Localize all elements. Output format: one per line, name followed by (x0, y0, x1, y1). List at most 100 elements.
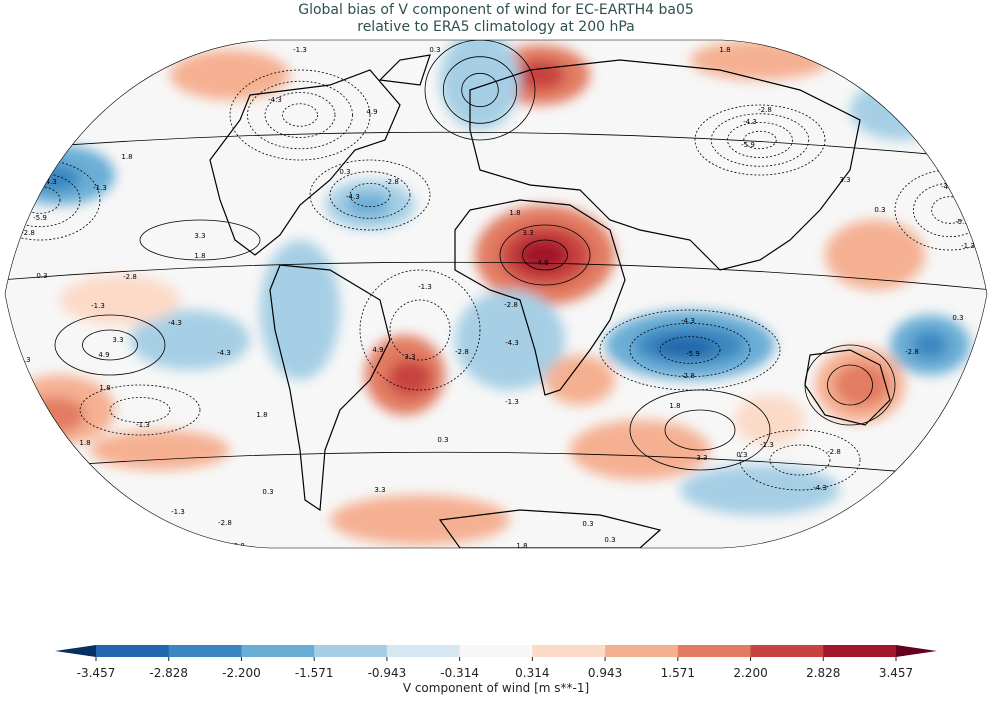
contour-line (659, 336, 721, 364)
bias-patch (850, 80, 950, 140)
contour-line (264, 92, 336, 138)
contour-line (424, 40, 536, 141)
contour-line (359, 269, 481, 391)
contour-labels: -1.3 0.3 1.8-4.34.9 -2.8-4.3-5.91.8-4.3-1.3… (13, 46, 975, 550)
contour-label: -5.9 (955, 218, 969, 226)
bias-patch (680, 465, 840, 515)
bias-patch (825, 220, 925, 290)
colorbar-bin (168, 645, 242, 657)
contour-label: -2.8 (827, 448, 841, 456)
bias-patch (912, 331, 948, 359)
colorbar-tick-label: -2.828 (149, 666, 188, 680)
contour-line (389, 299, 451, 361)
contour-label: -2.8 (123, 273, 137, 281)
contour-label: 1.8 (719, 46, 730, 54)
bias-patch (570, 420, 710, 480)
bias-patch (130, 310, 250, 370)
contour-line (629, 322, 751, 378)
contour-label: -1.3 (13, 374, 27, 382)
bias-patch (440, 40, 520, 130)
contour-label: 1.8 (194, 252, 205, 260)
contour-label: -1.3 (136, 421, 150, 429)
title-line-1: Global bias of V component of wind for E… (298, 2, 694, 18)
contour-label: 0.3 (19, 356, 30, 364)
contour-label: -1.3 (93, 184, 107, 192)
contour-line (79, 384, 201, 436)
contour-label: -5.9 (33, 214, 47, 222)
colorbar-bin (605, 645, 679, 657)
contour-label: 0.3 (582, 520, 593, 528)
contour-label: 3.3 (112, 336, 123, 344)
contour-label: 0.3 (262, 488, 273, 496)
contour-line (442, 56, 518, 124)
contour-label: 3.3 (194, 232, 205, 240)
contour-label: -4.3 (505, 339, 519, 347)
colorbar-tick-label: -2.200 (222, 666, 261, 680)
contour-label: 0.3 (339, 168, 350, 176)
colorbar-bin (241, 645, 315, 657)
contour-label: -2.8 (231, 542, 245, 550)
coastline (804, 349, 891, 426)
contour-label: -1.3 (418, 283, 432, 291)
contour-label: 1.8 (121, 153, 132, 161)
contour-label: 3.3 (522, 229, 533, 237)
contour-label: -4.3 (681, 317, 695, 325)
coastline (209, 69, 401, 256)
contour-label: -4.3 (346, 193, 360, 201)
colorbar-tick-label: -3.457 (77, 666, 116, 680)
bias-patch (346, 193, 390, 217)
contour-label: -4.3 (743, 118, 757, 126)
contour-label: 4.9 (98, 351, 109, 359)
contour-label: 1.8 (516, 542, 527, 550)
contour-label: -5.9 (741, 141, 755, 149)
chart-title: Global bias of V component of wind for E… (0, 2, 992, 36)
contour-label: -1.3 (505, 398, 519, 406)
contour-label: -4.3 (217, 349, 231, 357)
map-area: -1.3 0.3 1.8-4.34.9 -2.8-4.3-5.91.8-4.3-1.3… (5, 40, 987, 550)
contour-label: 0.3 (604, 536, 615, 544)
contour-line (499, 224, 591, 286)
bias-patch (25, 397, 85, 433)
contour-label: 0.3 (36, 272, 47, 280)
contour-label: -2.8 (455, 348, 469, 356)
contour-line (139, 219, 261, 261)
contour-label: -2.8 (385, 178, 399, 186)
contour-line (629, 389, 771, 471)
colorbar-bin (677, 645, 752, 657)
contour-label: 0.3 (874, 206, 885, 214)
colorbar-bin (532, 645, 606, 657)
contour-label: 3.3 (374, 486, 385, 494)
bias-patch (170, 50, 290, 100)
bias-patch (735, 395, 805, 445)
colorbar-bin (459, 645, 533, 657)
contour-line (827, 364, 873, 406)
colorbar-label: V component of wind [m s**-1] (402, 681, 590, 695)
coastline (454, 199, 626, 396)
contour-label: 4.9 (372, 346, 383, 354)
contour-label: -2.8 (758, 106, 772, 114)
bias-patch (690, 40, 830, 80)
bias-patch (330, 495, 510, 545)
colorbar-tick-label: 0.943 (588, 666, 622, 680)
contour-label: -1.3 (961, 242, 975, 250)
coastline (269, 264, 391, 512)
contour-label: -2.8 (21, 229, 35, 237)
colorbar-bin (386, 645, 461, 657)
colorbar-tick-label: 2.828 (806, 666, 840, 680)
colorbar-extend-low (55, 645, 96, 657)
bias-patch (455, 290, 565, 390)
colorbar-extend-high (896, 645, 937, 657)
contour-line (82, 329, 138, 361)
contour-line (739, 429, 861, 491)
contour-label: 3.3 (839, 176, 850, 184)
bias-patch (388, 360, 432, 396)
contour-label: 0.3 (429, 46, 440, 54)
bias-patch (90, 430, 230, 470)
bias-patch (515, 60, 565, 90)
contour-label: -1.3 (171, 508, 185, 516)
colorbar: -3.457 -2.828 -2.200 -1.571 -0.943 -0.314 0.31… (55, 645, 937, 680)
coastline (438, 509, 662, 548)
contour-label: 1.8 (99, 384, 110, 392)
contour-line (309, 159, 431, 231)
contour-line (109, 397, 171, 423)
